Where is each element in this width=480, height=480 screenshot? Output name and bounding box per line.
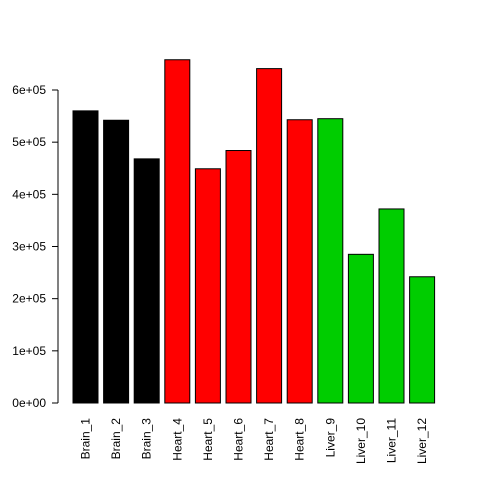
bar-heart-4 <box>164 59 191 404</box>
x-category-label: Heart_7 <box>262 418 276 461</box>
bar-liver-10 <box>347 253 374 404</box>
x-category-label: Liver_10 <box>354 418 368 464</box>
x-axis-labels: Brain_1 Brain_2 Brain_3 Heart_4 Heart_5 Heart… <box>79 418 430 464</box>
y-tick-label: 3e+05 <box>12 240 46 254</box>
x-category-label: Heart_8 <box>293 418 307 461</box>
x-category-label: Heart_5 <box>201 418 215 461</box>
y-axis: 0e+00 1e+05 2e+05 3e+05 4e+05 5e+05 6e+05 <box>12 83 59 410</box>
x-category-label: Heart_4 <box>170 418 184 461</box>
bar-heart-5 <box>194 168 221 404</box>
y-tick-label: 5e+05 <box>12 135 46 149</box>
x-category-label: Brain_2 <box>109 418 123 460</box>
y-tick-label: 2e+05 <box>12 292 46 306</box>
bar-brain-2 <box>103 119 130 404</box>
bar-heart-6 <box>225 150 252 404</box>
bar-liver-9 <box>317 118 344 404</box>
x-category-label: Liver_12 <box>415 418 429 464</box>
x-category-label: Brain_3 <box>140 418 154 460</box>
y-tick-label: 4e+05 <box>12 187 46 201</box>
bar-liver-11 <box>378 208 405 404</box>
bar-brain-1 <box>72 110 99 404</box>
bar-heart-7 <box>256 68 283 404</box>
bar-liver-12 <box>409 276 436 404</box>
y-tick-label: 1e+05 <box>12 344 46 358</box>
bars <box>72 59 436 404</box>
x-category-label: Liver_9 <box>323 418 337 458</box>
bar-brain-3 <box>133 158 160 404</box>
x-category-label: Brain_1 <box>79 418 93 460</box>
x-category-label: Liver_11 <box>385 418 399 463</box>
bar-heart-8 <box>286 119 313 404</box>
y-tick-label: 6e+05 <box>12 83 46 97</box>
y-tick-label: 0e+00 <box>12 396 46 410</box>
x-category-label: Heart_6 <box>232 418 246 461</box>
